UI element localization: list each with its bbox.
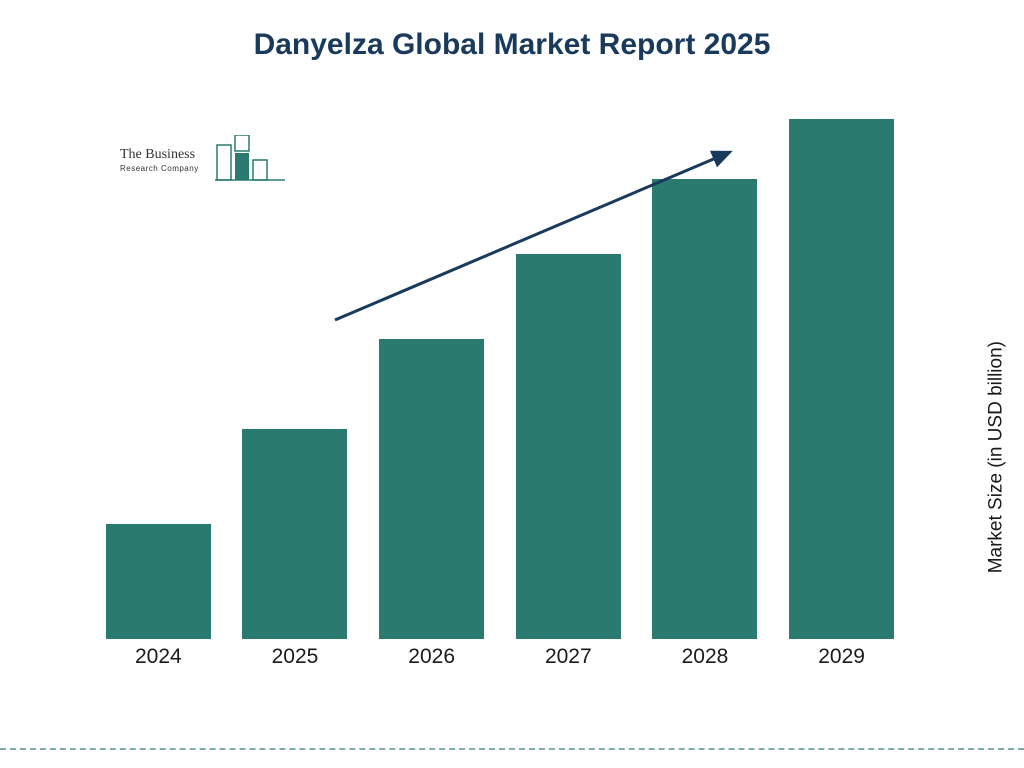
x-axis-tick-label: 2029 <box>782 645 902 669</box>
bar-group <box>235 429 355 639</box>
y-axis-label: Market Size (in USD billion) <box>985 341 1007 573</box>
chart-title: Danyelza Global Market Report 2025 <box>0 0 1024 62</box>
x-axis-labels: 2024 2025 2026 2027 2028 2029 <box>90 645 910 680</box>
bar-group <box>98 524 218 639</box>
bar <box>652 179 757 639</box>
bar-group <box>782 119 902 639</box>
x-axis-tick-label: 2025 <box>235 645 355 669</box>
bar-group <box>372 339 492 639</box>
bar-group <box>645 179 765 639</box>
bar-group <box>508 254 628 639</box>
bar <box>106 524 211 639</box>
bar <box>242 429 347 639</box>
bars-container <box>90 120 910 640</box>
bar <box>379 339 484 639</box>
x-axis-tick-label: 2024 <box>98 645 218 669</box>
bar <box>516 254 621 639</box>
bar <box>789 119 894 639</box>
x-axis-tick-label: 2026 <box>372 645 492 669</box>
x-axis-tick-label: 2027 <box>508 645 628 669</box>
x-axis-tick-label: 2028 <box>645 645 765 669</box>
chart-area: 2024 2025 2026 2027 2028 2029 <box>90 120 910 680</box>
bottom-dashed-separator <box>0 748 1024 750</box>
